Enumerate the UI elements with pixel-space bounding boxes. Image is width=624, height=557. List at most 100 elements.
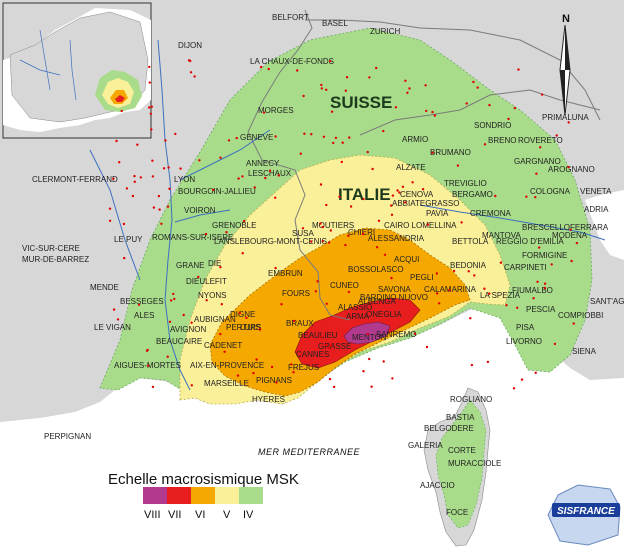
observation-dot bbox=[319, 222, 322, 225]
observation-dot bbox=[532, 297, 535, 300]
observation-dot bbox=[310, 133, 313, 136]
city-label: ONEGLIA bbox=[366, 310, 402, 319]
legend-label: V bbox=[223, 509, 231, 521]
observation-dot bbox=[120, 109, 123, 113]
city-label: REGGIO D'EMILIA bbox=[496, 237, 564, 246]
observation-dot bbox=[131, 194, 135, 198]
observation-dot bbox=[349, 205, 353, 208]
region-label-italie: ITALIE bbox=[338, 185, 391, 204]
observation-dot bbox=[225, 231, 228, 234]
city-label: SIENA bbox=[572, 347, 597, 356]
city-label: COLOGNA bbox=[530, 187, 571, 196]
observation-dot bbox=[147, 364, 150, 367]
city-label: PEGLI bbox=[410, 273, 434, 282]
legend-swatch bbox=[143, 487, 167, 504]
observation-dot bbox=[162, 167, 166, 170]
observation-dot bbox=[137, 303, 141, 306]
city-label: LYON bbox=[174, 175, 195, 184]
observation-dot bbox=[258, 328, 262, 331]
observation-dot bbox=[198, 159, 201, 162]
city-label: AROGNANO bbox=[548, 165, 595, 174]
observation-dot bbox=[189, 59, 192, 63]
observation-dot bbox=[534, 371, 537, 374]
city-label: CENOVA bbox=[400, 190, 434, 199]
observation-dot bbox=[534, 196, 537, 199]
city-label: BERGAMO bbox=[452, 190, 493, 199]
legend-label: VII bbox=[168, 509, 181, 521]
observation-dot bbox=[303, 132, 306, 135]
city-label: BELFORT bbox=[272, 13, 309, 22]
observation-dot bbox=[325, 203, 328, 207]
city-label: MURACCIOLE bbox=[448, 459, 501, 468]
observation-dot bbox=[292, 319, 296, 323]
observation-dot bbox=[499, 261, 503, 264]
legend-label: IV bbox=[243, 509, 254, 521]
observation-dot bbox=[436, 292, 439, 295]
city-label: BEAUCAIRE bbox=[156, 337, 202, 346]
observation-dot bbox=[569, 228, 572, 231]
city-label: FORMIGINE bbox=[522, 251, 567, 260]
observation-dot bbox=[512, 387, 516, 390]
observation-dot bbox=[396, 189, 399, 192]
observation-dot bbox=[570, 259, 573, 263]
observation-dot bbox=[115, 139, 118, 143]
observation-dot bbox=[325, 88, 328, 92]
observation-dot bbox=[366, 150, 369, 154]
observation-dot bbox=[543, 286, 547, 290]
city-label: AIX-EN-PROVENCE bbox=[190, 361, 264, 370]
observation-dot bbox=[151, 175, 155, 178]
observation-dot bbox=[366, 332, 369, 336]
city-layer: BELFORT BASEL ZURICH DIJON LA CHAUX-DE-FONDS… bbox=[22, 13, 624, 517]
observation-dot bbox=[327, 346, 331, 350]
observation-dot bbox=[245, 316, 248, 319]
observation-dot bbox=[431, 151, 434, 154]
observation-dot bbox=[262, 111, 266, 114]
observation-dot bbox=[204, 232, 208, 236]
observation-dot bbox=[408, 87, 411, 90]
observation-dot bbox=[172, 292, 175, 296]
city-label: BEAULIEU bbox=[298, 331, 338, 340]
city-label: ABBIATEGRASSO bbox=[392, 199, 459, 208]
observation-dot bbox=[572, 322, 575, 325]
observation-dot bbox=[404, 201, 407, 204]
observation-dot bbox=[460, 221, 463, 224]
observation-dot bbox=[190, 384, 193, 387]
legend-swatch bbox=[239, 487, 263, 504]
city-label: GRANE bbox=[176, 261, 204, 270]
observation-dot bbox=[169, 299, 173, 302]
city-label: GRENOBLE bbox=[212, 221, 256, 230]
observation-dot bbox=[456, 164, 460, 167]
city-label: CANNES bbox=[296, 350, 329, 359]
observation-dot bbox=[452, 269, 456, 273]
city-label: SUSA bbox=[292, 229, 314, 238]
observation-dot bbox=[476, 86, 479, 89]
city-label: MODENA bbox=[552, 231, 588, 240]
city-label: ACQUI bbox=[394, 255, 419, 264]
observation-dot bbox=[166, 355, 169, 358]
observation-dot bbox=[433, 114, 437, 117]
observation-dot bbox=[425, 345, 429, 349]
observation-dot bbox=[390, 276, 393, 280]
observation-dot bbox=[149, 112, 152, 116]
north-arrow: N bbox=[559, 13, 571, 116]
logo-text: SISFRANCE bbox=[557, 506, 615, 517]
city-label: MARSEILLE bbox=[204, 379, 249, 388]
observation-dot bbox=[301, 227, 305, 230]
city-label: AVIGNON bbox=[170, 325, 207, 334]
observation-dot bbox=[174, 132, 177, 136]
observation-dot bbox=[329, 229, 332, 232]
observation-dot bbox=[340, 160, 343, 164]
observation-dot bbox=[319, 183, 323, 186]
observation-dot bbox=[264, 176, 267, 180]
observation-dot bbox=[235, 136, 238, 140]
observation-dot bbox=[190, 321, 193, 324]
city-label: PERTUIS bbox=[226, 323, 261, 332]
observation-dot bbox=[483, 143, 487, 146]
city-label: ALES bbox=[134, 311, 154, 320]
city-label: PISA bbox=[516, 323, 535, 332]
observation-dot bbox=[473, 274, 476, 277]
legend-label: VIII bbox=[144, 509, 161, 521]
observation-dot bbox=[341, 141, 344, 144]
observation-dot bbox=[324, 343, 328, 347]
observation-dot bbox=[382, 360, 385, 363]
